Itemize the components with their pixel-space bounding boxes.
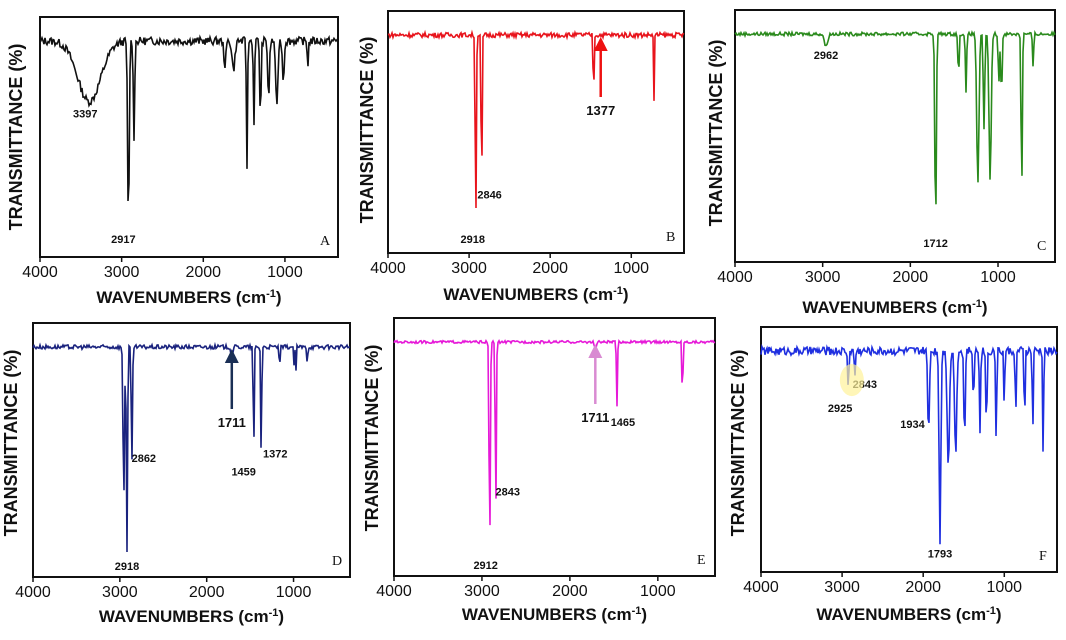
annotation-arrowhead [593,37,608,51]
x-tick-label: 1000 [980,269,1016,286]
peak-label: 1793 [928,548,952,560]
y-axis-label: TRANSMITTANCE (%) [362,345,382,532]
peak-label: 2912 [473,560,497,572]
peak-highlight [839,364,864,397]
plot-frame [32,322,351,578]
peak-label: 1372 [263,448,287,460]
x-axis-label: WAVENUMBERS (cm-1) [462,605,647,624]
annotation-label: 1711 [581,410,609,425]
spectrum-line [39,34,339,202]
peak-label: 2962 [814,50,838,62]
x-tick-label: 4000 [370,260,406,277]
x-axis-label: WAVENUMBERS (cm-1) [96,288,281,307]
x-tick-label: 1000 [986,579,1022,596]
x-tick-label: 1000 [267,264,303,281]
spectrum-line [387,29,685,209]
panel-label: B [666,230,675,245]
panel-d: 4000 3000 2000 1000 WAVENUMBERS (cm-1) TRANSM… [1,322,351,626]
panel-b: 4000 3000 2000 1000 WAVENUMBERS (cm-1) TRANSM… [357,10,685,304]
plot-frame [39,16,339,258]
x-tick-label: 4000 [743,579,779,596]
x-tick-label: 2000 [185,264,221,281]
peak-label: 2843 [496,487,520,499]
panel-e: 4000 3000 2000 1000 WAVENUMBERS (cm-1) TRANSM… [362,317,716,624]
peak-label: 1465 [611,417,635,429]
peak-label: 2918 [115,561,139,573]
x-tick-label: 3000 [102,584,138,601]
spectrum-line [32,341,351,553]
spectrum-line [734,29,1056,205]
panel-a: 4000 3000 2000 1000 WAVENUMBERS (cm-1) TRANSM… [6,16,339,307]
x-tick-label: 2000 [532,260,568,277]
x-axis-label: WAVENUMBERS (cm-1) [816,605,1001,624]
x-tick-label: 4000 [22,264,58,281]
peak-label: 2918 [461,234,485,246]
x-tick-label: 4000 [717,269,753,286]
x-tick-label: 3000 [464,583,500,600]
peak-label: 2917 [111,234,135,246]
x-axis-label: WAVENUMBERS (cm-1) [99,607,284,626]
annotation-arrowhead [224,349,239,363]
spectrum-line [760,343,1058,545]
annotation-arrowhead [588,344,603,358]
plot-frame [387,10,685,254]
peak-label: 3397 [73,109,97,121]
panel-label: A [320,234,331,249]
peak-label: 1459 [231,466,255,478]
x-tick-label: 2000 [552,583,588,600]
x-tick-label: 2000 [893,269,929,286]
peak-label: 2846 [477,189,501,201]
x-tick-label: 3000 [824,579,860,596]
peak-label: 2862 [132,453,156,465]
panel-f: 4000 3000 2000 1000 WAVENUMBERS (cm-1) TRANSM… [728,326,1058,624]
spectrum-line [393,338,716,526]
y-axis-label: TRANSMITTANCE (%) [357,37,377,224]
y-axis-label: TRANSMITTANCE (%) [1,350,21,537]
peak-label: 1934 [900,419,925,431]
x-tick-label: 1000 [640,583,676,600]
panel-label: D [332,554,342,569]
x-tick-label: 4000 [15,584,51,601]
plot-frame [393,317,716,577]
panel-c: 4000 3000 2000 1000 WAVENUMBERS (cm-1) TRANSM… [706,9,1056,317]
x-tick-label: 2000 [905,579,941,596]
y-axis-label: TRANSMITTANCE (%) [706,40,726,227]
annotation-label: 1711 [218,415,246,430]
x-tick-label: 3000 [805,269,841,286]
peak-label: 2925 [828,403,852,415]
peak-label: 1712 [923,238,947,250]
plot-frame [734,9,1056,263]
plot-frame [760,326,1058,573]
x-tick-label: 4000 [376,583,412,600]
x-tick-label: 3000 [451,260,487,277]
panel-label: C [1037,239,1046,254]
x-tick-label: 1000 [276,584,312,601]
panel-label: E [697,553,706,568]
x-axis-label: WAVENUMBERS (cm-1) [443,285,628,304]
panel-label: F [1039,549,1047,564]
y-axis-label: TRANSMITTANCE (%) [728,350,748,537]
x-tick-label: 1000 [613,260,649,277]
y-axis-label: TRANSMITTANCE (%) [6,44,26,231]
annotation-label: 1377 [586,103,615,118]
x-tick-label: 2000 [189,584,225,601]
x-tick-label: 3000 [104,264,140,281]
x-axis-label: WAVENUMBERS (cm-1) [802,298,987,317]
